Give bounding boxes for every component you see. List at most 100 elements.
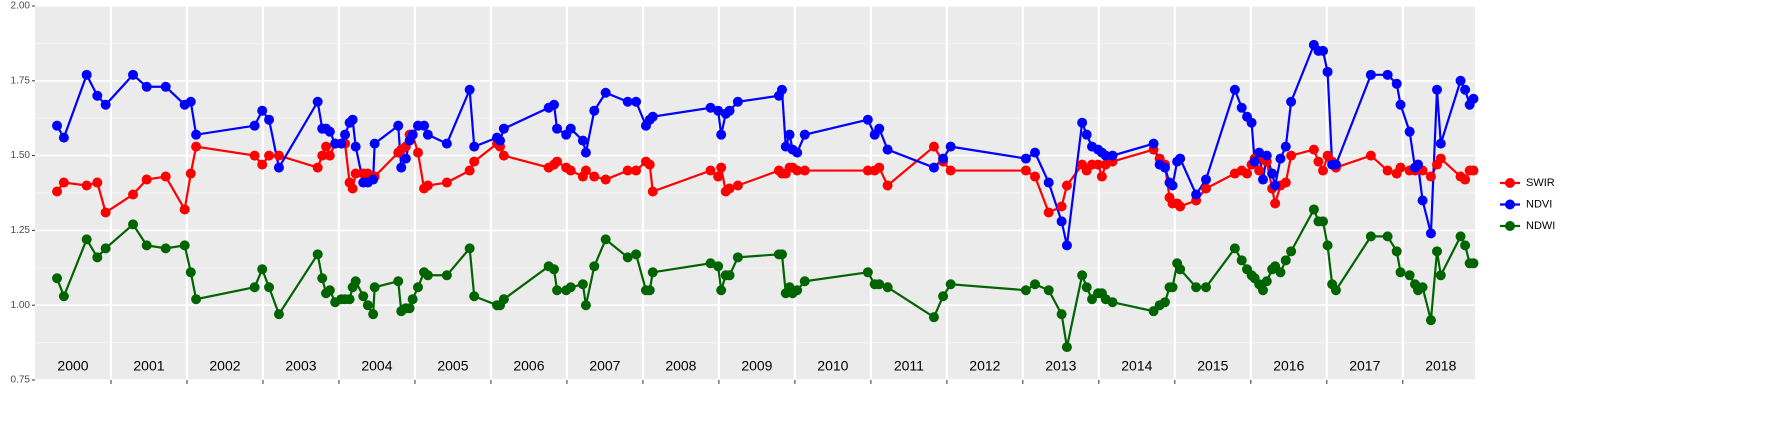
point — [1275, 153, 1286, 164]
point — [945, 141, 956, 152]
point — [1096, 171, 1107, 182]
point — [631, 165, 642, 176]
year-label: 2017 — [1349, 358, 1380, 374]
point — [1330, 285, 1341, 296]
point — [644, 285, 655, 296]
point — [1043, 285, 1054, 296]
point — [464, 84, 475, 95]
point — [1425, 171, 1436, 182]
point — [1261, 150, 1272, 161]
point — [862, 114, 873, 125]
point — [498, 123, 509, 134]
point — [1030, 171, 1041, 182]
point — [1077, 270, 1088, 281]
legend-label: SWIR — [1526, 177, 1555, 189]
legend-marker — [1505, 199, 1515, 210]
year-label: 2014 — [1121, 358, 1152, 374]
point — [340, 129, 351, 140]
point — [317, 273, 328, 284]
point — [100, 207, 111, 218]
point — [1455, 75, 1466, 86]
point — [160, 171, 171, 182]
point — [552, 285, 563, 296]
point — [324, 150, 335, 161]
point — [882, 180, 893, 191]
point — [580, 147, 591, 158]
point — [368, 174, 379, 185]
point — [1404, 270, 1415, 281]
year-label: 2013 — [1045, 358, 1076, 374]
point — [565, 123, 576, 134]
point — [1043, 207, 1054, 218]
point — [249, 120, 260, 131]
point — [273, 162, 284, 173]
point — [1318, 216, 1329, 227]
legend-label: NDWI — [1526, 220, 1555, 232]
point — [1254, 147, 1265, 158]
point — [1365, 231, 1376, 242]
year-label: 2003 — [285, 358, 316, 374]
point — [622, 252, 633, 263]
point — [312, 96, 323, 107]
point — [1435, 138, 1446, 149]
point — [1236, 102, 1247, 113]
point — [100, 243, 111, 254]
year-label: 2007 — [589, 358, 620, 374]
point — [862, 165, 873, 176]
point — [552, 123, 563, 134]
point — [58, 291, 69, 302]
point — [412, 282, 423, 293]
point — [1043, 177, 1054, 188]
point — [1056, 309, 1067, 320]
point — [92, 252, 103, 263]
point — [441, 270, 452, 281]
point — [784, 129, 795, 140]
point — [1107, 150, 1118, 161]
point — [732, 96, 743, 107]
point — [716, 162, 727, 173]
point — [928, 141, 939, 152]
point — [400, 153, 411, 164]
point — [1030, 279, 1041, 290]
point — [716, 129, 727, 140]
point — [1468, 93, 1479, 104]
point — [1425, 315, 1436, 326]
point — [369, 138, 380, 149]
point — [1257, 174, 1268, 185]
point — [1425, 228, 1436, 239]
point — [1432, 84, 1443, 95]
point — [1417, 282, 1428, 293]
point — [469, 291, 480, 302]
point — [1081, 129, 1092, 140]
marks — [52, 39, 1479, 353]
point — [732, 252, 743, 263]
point — [1200, 183, 1211, 194]
point — [732, 180, 743, 191]
point — [1382, 165, 1393, 176]
point — [128, 69, 139, 80]
point — [1286, 96, 1297, 107]
y-tick-label: 1.75 — [11, 75, 31, 86]
point — [882, 144, 893, 155]
point — [347, 114, 358, 125]
point — [469, 141, 480, 152]
point — [257, 159, 268, 170]
point — [1229, 84, 1240, 95]
year-label: 2012 — [969, 358, 1000, 374]
point — [589, 105, 600, 116]
point — [464, 165, 475, 176]
point — [1242, 168, 1253, 179]
point — [1020, 153, 1031, 164]
point — [1030, 147, 1041, 158]
point — [580, 165, 591, 176]
point — [1318, 45, 1329, 56]
point — [1236, 255, 1247, 266]
point — [1395, 267, 1406, 278]
point — [713, 105, 724, 116]
point — [1313, 156, 1324, 167]
point — [799, 129, 810, 140]
point — [945, 165, 956, 176]
point — [1286, 150, 1297, 161]
point — [1322, 240, 1333, 251]
point — [321, 141, 332, 152]
